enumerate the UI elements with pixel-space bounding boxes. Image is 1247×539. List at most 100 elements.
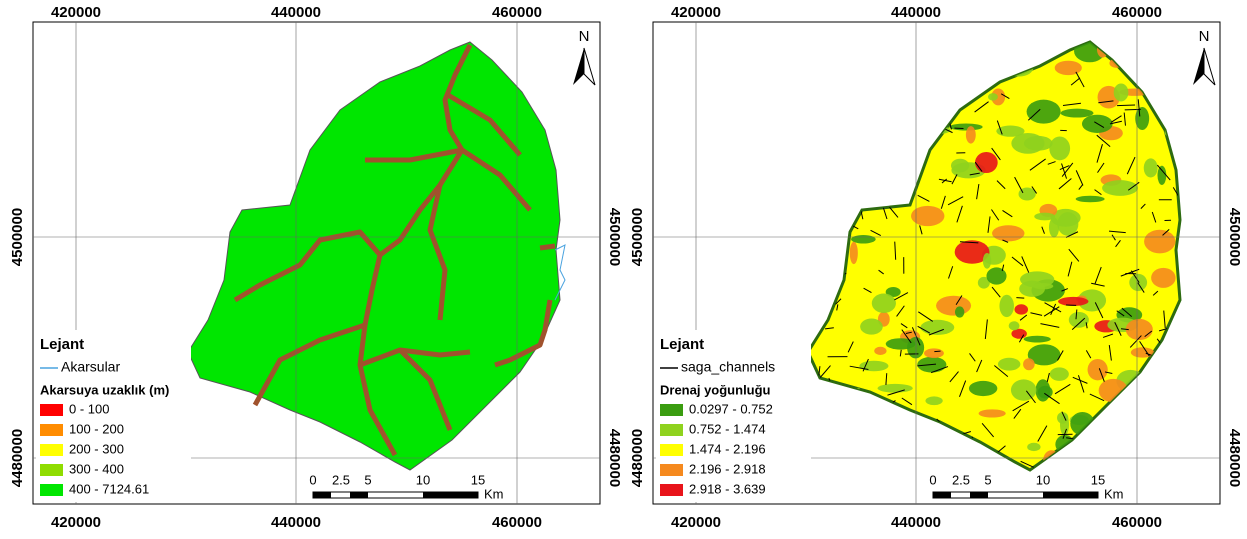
legend-swatch: [40, 464, 63, 476]
density-patch: [1151, 268, 1175, 288]
legend-label: 2.918 - 3.639: [689, 481, 766, 496]
legend-label: 200 - 300: [69, 441, 124, 456]
density-patch: [1144, 158, 1158, 177]
panel: 4200004200004400004400004600004600004500…: [629, 4, 1243, 531]
scale-bar: [350, 492, 368, 498]
scale-label: 15: [471, 472, 485, 487]
density-patch: [999, 295, 1014, 317]
legend-swatch: [40, 404, 63, 416]
scale-bar: [1043, 492, 1098, 498]
legend-swatch: [660, 404, 683, 416]
coord-label: 420000: [671, 514, 721, 531]
density-patch: [878, 384, 913, 393]
density-patch: [983, 253, 991, 269]
legend-swatch: [660, 484, 683, 496]
scale-unit: Km: [1104, 486, 1124, 501]
density-patch: [1034, 213, 1055, 221]
density-patch: [1024, 336, 1051, 343]
north-label: N: [1199, 28, 1210, 45]
density-patch: [860, 319, 883, 335]
density-patch: [1011, 379, 1037, 400]
coord-label: 4500000: [606, 208, 623, 266]
coord-label: 440000: [271, 4, 321, 21]
legend-label: 100 - 200: [69, 421, 124, 436]
density-patch: [1131, 347, 1154, 357]
coord-label: 440000: [891, 514, 941, 531]
density-patch: [925, 396, 942, 405]
legend-subtitle: Drenaj yoğunluğu: [660, 382, 771, 397]
coord-label: 4480000: [629, 429, 646, 487]
density-patch: [886, 338, 916, 349]
scale-label: 5: [984, 472, 991, 487]
coord-label: 440000: [271, 514, 321, 531]
density-patch: [969, 381, 997, 396]
coord-label: 420000: [51, 514, 101, 531]
scale-label: 2.5: [952, 472, 970, 487]
density-patch: [1058, 297, 1088, 306]
density-patch: [992, 225, 1024, 241]
scale-bar: [313, 492, 331, 498]
coord-label: 420000: [51, 4, 101, 21]
density-patch: [1049, 136, 1070, 160]
legend-label: 300 - 400: [69, 461, 124, 476]
density-patch: [1027, 100, 1061, 124]
channel: [1125, 109, 1141, 110]
legend-swatch: [40, 484, 63, 496]
density-patch: [975, 152, 998, 173]
scale-unit: Km: [484, 486, 504, 501]
legend-label: 0 - 100: [69, 401, 109, 416]
density-patch: [955, 306, 964, 317]
density-patch: [874, 347, 886, 355]
legend-title: Lejant: [40, 336, 84, 353]
density-patch: [988, 93, 998, 100]
density-patch: [1076, 196, 1105, 202]
density-patch: [1033, 283, 1053, 289]
coord-label: 4500000: [1226, 208, 1243, 266]
legend-label: 400 - 7124.61: [69, 481, 149, 496]
legend-swatch: [660, 444, 683, 456]
north-label: N: [579, 28, 590, 45]
density-patch: [1023, 358, 1035, 370]
coord-label: 4500000: [9, 208, 26, 266]
scale-label: 10: [416, 472, 430, 487]
density-patch: [1102, 180, 1138, 196]
density-patch: [924, 348, 944, 358]
legend-swatch: [660, 464, 683, 476]
density-patch: [1050, 367, 1069, 380]
legend-subtitle: Akarsuya uzaklık (m): [40, 382, 169, 397]
density-patch: [951, 159, 969, 173]
legend-swatch: [660, 424, 683, 436]
scale-label: 0: [929, 472, 936, 487]
maps: 4200004200004400004400004600004600004500…: [0, 0, 1247, 534]
coord-label: 4500000: [629, 208, 646, 266]
density-patch: [1069, 312, 1089, 328]
legend-item: saga_channels: [681, 359, 775, 375]
legend-label: 2.196 - 2.918: [689, 461, 766, 476]
scale-label: 0: [309, 472, 316, 487]
density-patch: [1157, 166, 1166, 185]
density-patch: [1055, 61, 1082, 75]
scale-label: 15: [1091, 472, 1105, 487]
channel: [1117, 105, 1135, 106]
density-patch: [998, 358, 1020, 371]
density-patch: [1144, 230, 1175, 254]
panel: 4200004200004400004400004600004600004500…: [9, 4, 623, 531]
density-patch: [1114, 83, 1129, 101]
scale-bar: [423, 492, 478, 498]
legend-label: 1.474 - 2.196: [689, 441, 766, 456]
density-patch: [1061, 109, 1094, 118]
coord-label: 4480000: [9, 429, 26, 487]
legend-title: Lejant: [660, 336, 704, 353]
scale-label: 5: [364, 472, 371, 487]
coord-label: 460000: [1112, 514, 1162, 531]
coord-label: 4480000: [606, 429, 623, 487]
density-patch: [850, 242, 858, 264]
density-patch: [936, 296, 971, 316]
legend-swatch: [40, 424, 63, 436]
scale-bar: [933, 492, 951, 498]
density-patch: [1036, 379, 1051, 401]
scale-label: 10: [1036, 472, 1050, 487]
density-patch: [1009, 321, 1020, 330]
density-patch: [1014, 304, 1028, 314]
legend-label: 0.0297 - 0.752: [689, 401, 773, 416]
